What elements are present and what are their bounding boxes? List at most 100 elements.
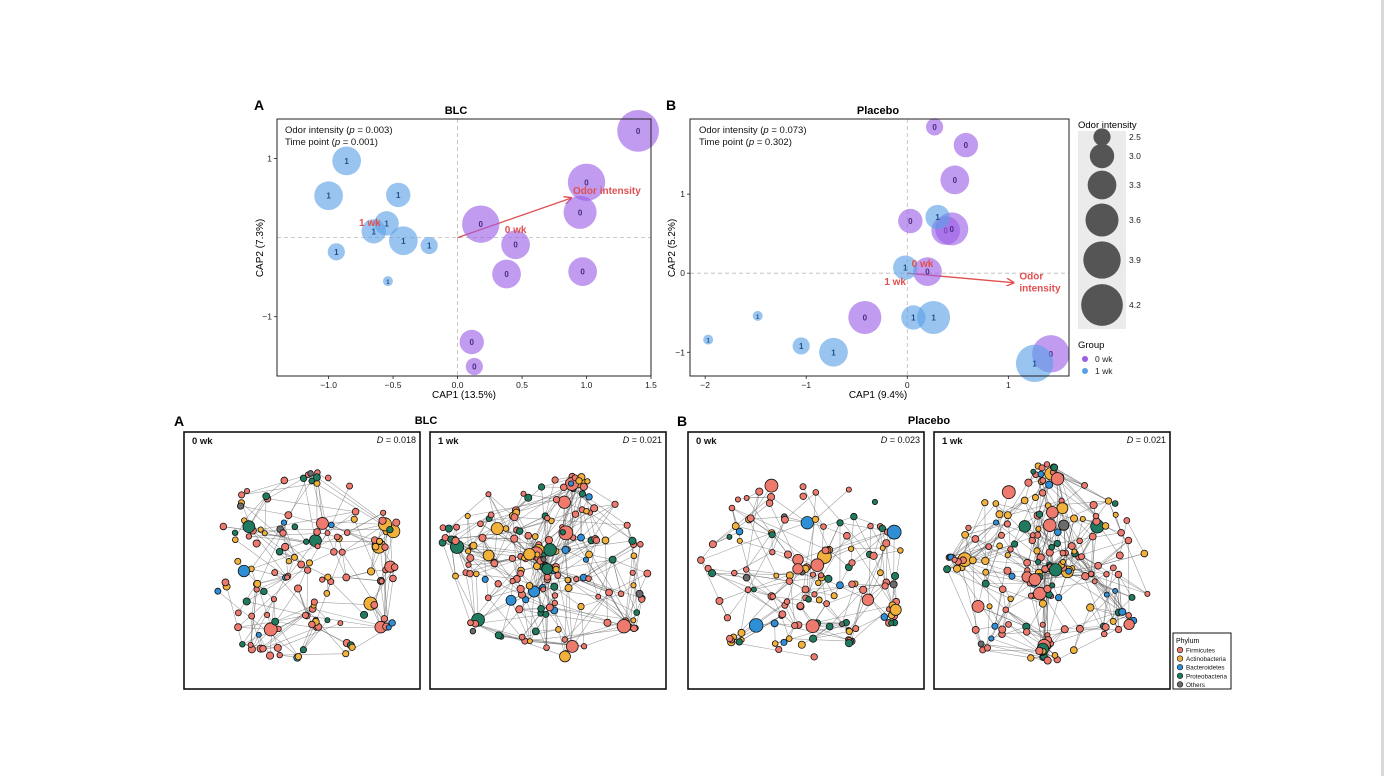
network-node bbox=[1054, 593, 1063, 602]
point-label: 1 bbox=[1032, 359, 1037, 368]
point-label: 0 bbox=[964, 141, 969, 150]
network-edge bbox=[553, 610, 573, 647]
network-edge bbox=[264, 496, 267, 534]
network-node bbox=[951, 556, 958, 563]
network-node bbox=[453, 523, 460, 531]
y-tick-label: −1 bbox=[262, 312, 272, 322]
network-edge bbox=[1030, 595, 1045, 646]
network-node bbox=[517, 569, 525, 577]
plot-frame bbox=[276, 118, 652, 377]
network-node bbox=[595, 593, 602, 600]
network-node bbox=[544, 515, 551, 522]
network-edge bbox=[588, 555, 635, 579]
network-edge bbox=[264, 532, 318, 547]
network-node bbox=[783, 550, 792, 559]
network-node bbox=[715, 597, 724, 605]
network-node bbox=[820, 523, 827, 530]
network-node bbox=[1035, 646, 1044, 655]
network-edge bbox=[317, 536, 338, 547]
network-edge bbox=[524, 628, 635, 642]
network-node bbox=[825, 622, 834, 631]
network-node bbox=[297, 560, 306, 569]
network-node bbox=[515, 605, 524, 614]
network-node bbox=[1027, 654, 1035, 662]
network-node bbox=[897, 547, 904, 554]
data-point bbox=[563, 195, 597, 229]
network-edge bbox=[1065, 552, 1092, 575]
data-point bbox=[925, 204, 950, 230]
data-point bbox=[848, 300, 882, 335]
point-label: 1 bbox=[427, 242, 432, 251]
network-edge bbox=[1001, 628, 1065, 635]
network-node bbox=[271, 569, 279, 576]
network-edge bbox=[784, 492, 816, 520]
network-node bbox=[809, 634, 818, 643]
network-edge bbox=[1128, 540, 1130, 625]
network-node bbox=[1028, 573, 1042, 586]
network-node bbox=[1104, 497, 1113, 505]
network-edge bbox=[572, 537, 630, 628]
legend-title: Odor intensity bbox=[1078, 120, 1137, 131]
network-node bbox=[1123, 517, 1131, 524]
network-node bbox=[236, 502, 245, 510]
network-edge bbox=[1072, 568, 1107, 575]
network-node bbox=[520, 490, 527, 497]
network-node bbox=[783, 598, 791, 605]
network-edge bbox=[312, 608, 387, 627]
network-node bbox=[1048, 563, 1063, 577]
network-edge bbox=[894, 575, 897, 602]
centroid-label: 1 wk bbox=[359, 218, 381, 229]
network-node bbox=[469, 627, 477, 635]
network-edge bbox=[823, 526, 848, 537]
network-node bbox=[232, 536, 239, 544]
network-edge bbox=[770, 496, 808, 523]
network-node bbox=[234, 623, 243, 632]
network-edge bbox=[470, 557, 525, 623]
network-edge bbox=[331, 524, 376, 547]
network-node bbox=[1081, 482, 1088, 489]
data-point bbox=[361, 219, 386, 244]
network-edge bbox=[851, 589, 864, 642]
network-edge bbox=[1038, 528, 1058, 544]
network-node bbox=[1043, 461, 1051, 468]
network-edge bbox=[467, 515, 473, 547]
network-node bbox=[571, 510, 580, 518]
network-node bbox=[337, 620, 344, 627]
network-node bbox=[348, 643, 356, 651]
network-node bbox=[242, 597, 251, 606]
network-edge bbox=[1049, 500, 1109, 526]
network-node bbox=[485, 491, 492, 498]
network-edge bbox=[824, 531, 888, 557]
network-edge bbox=[975, 538, 1028, 571]
network-edge bbox=[1050, 625, 1104, 644]
network-node bbox=[859, 585, 868, 594]
network-edge bbox=[612, 559, 622, 594]
network-node bbox=[247, 641, 254, 648]
network-edge bbox=[383, 567, 392, 619]
network-node bbox=[484, 594, 492, 602]
legend-bubble-label: 4.2 bbox=[1129, 300, 1141, 310]
network-edge bbox=[982, 649, 1048, 661]
network-edge bbox=[323, 521, 386, 525]
network-node bbox=[1035, 510, 1044, 518]
network-edge bbox=[482, 537, 513, 582]
network-edge bbox=[480, 523, 533, 555]
x-tick-label: −1 bbox=[801, 380, 811, 390]
network-node bbox=[1115, 551, 1124, 560]
network-edge bbox=[853, 516, 881, 527]
network-node bbox=[248, 612, 256, 620]
network-node bbox=[380, 615, 388, 623]
network-node bbox=[527, 638, 533, 645]
x-tick-label: 0 bbox=[905, 380, 910, 390]
point-label: 1 bbox=[903, 264, 908, 273]
network-node bbox=[231, 529, 239, 536]
network-node bbox=[221, 578, 230, 587]
network-edge bbox=[1126, 520, 1145, 554]
network-node bbox=[880, 613, 889, 621]
data-point bbox=[703, 334, 714, 345]
network-node bbox=[509, 578, 516, 585]
network-node bbox=[1048, 543, 1056, 551]
network-section: A BLC B Placebo 0 wk D = 0.018 1 wk D = 0.0… bbox=[174, 413, 1171, 690]
network-edge bbox=[488, 588, 521, 599]
